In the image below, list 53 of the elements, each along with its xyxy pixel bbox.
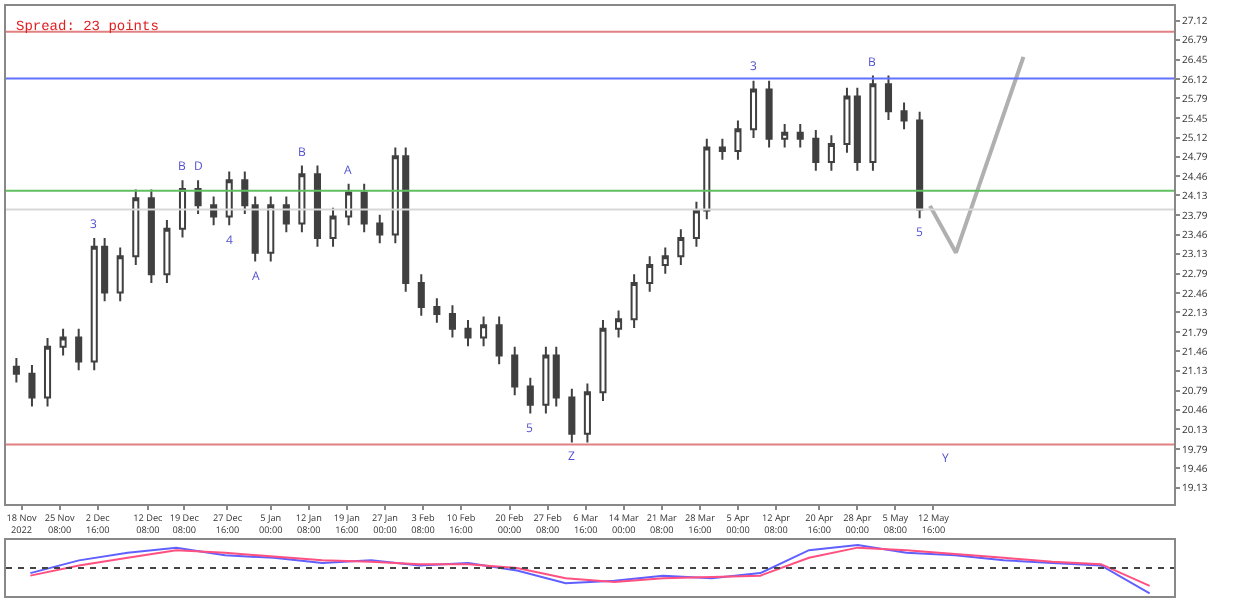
candlestick (267, 195, 275, 263)
candlestick (630, 273, 638, 330)
candlestick (583, 382, 591, 444)
candlestick (765, 79, 773, 149)
candlestick (916, 110, 924, 220)
candlestick (225, 170, 233, 227)
candlestick (900, 101, 908, 131)
candlestick (417, 273, 425, 317)
candlestick (433, 297, 441, 324)
candlestick (194, 179, 202, 216)
candlestick (781, 123, 789, 149)
candlestick (812, 128, 820, 172)
candlestick (526, 376, 534, 415)
candlestick (360, 182, 368, 234)
candlestick (542, 345, 550, 415)
candlestick (59, 327, 67, 357)
candlestick (718, 137, 726, 161)
candlestick (345, 182, 353, 227)
candlestick (480, 315, 488, 348)
candlestick (599, 318, 607, 403)
candlestick (495, 315, 503, 366)
candlestick (116, 246, 124, 303)
candlestick (869, 74, 877, 172)
candlestick (12, 356, 20, 384)
candlestick (75, 327, 83, 372)
candlestick (313, 164, 322, 248)
candlestick (376, 213, 384, 245)
candlestick (43, 337, 52, 408)
candlestick (615, 309, 623, 339)
candlestick (178, 179, 187, 239)
candlestick (464, 318, 472, 348)
candlestick (210, 195, 218, 227)
candlestick (241, 170, 249, 216)
candlestick (677, 228, 685, 266)
candlestick (298, 164, 306, 234)
candlestick (749, 79, 758, 140)
candlestick (646, 255, 654, 293)
candlestick (132, 188, 140, 266)
candlestick (163, 218, 171, 285)
candlestick (251, 195, 259, 263)
candlestick (511, 345, 519, 397)
candlestick (147, 188, 155, 285)
candlestick (734, 119, 742, 161)
candlestick (568, 387, 576, 444)
candlestick (827, 134, 835, 172)
candlestick (282, 195, 290, 234)
candlestick (661, 246, 669, 275)
candlestick (329, 206, 337, 248)
candlestick (28, 363, 36, 408)
candlestick (796, 123, 804, 149)
candlestick (884, 74, 893, 121)
candlestick (552, 345, 560, 408)
candlestick (448, 304, 456, 339)
